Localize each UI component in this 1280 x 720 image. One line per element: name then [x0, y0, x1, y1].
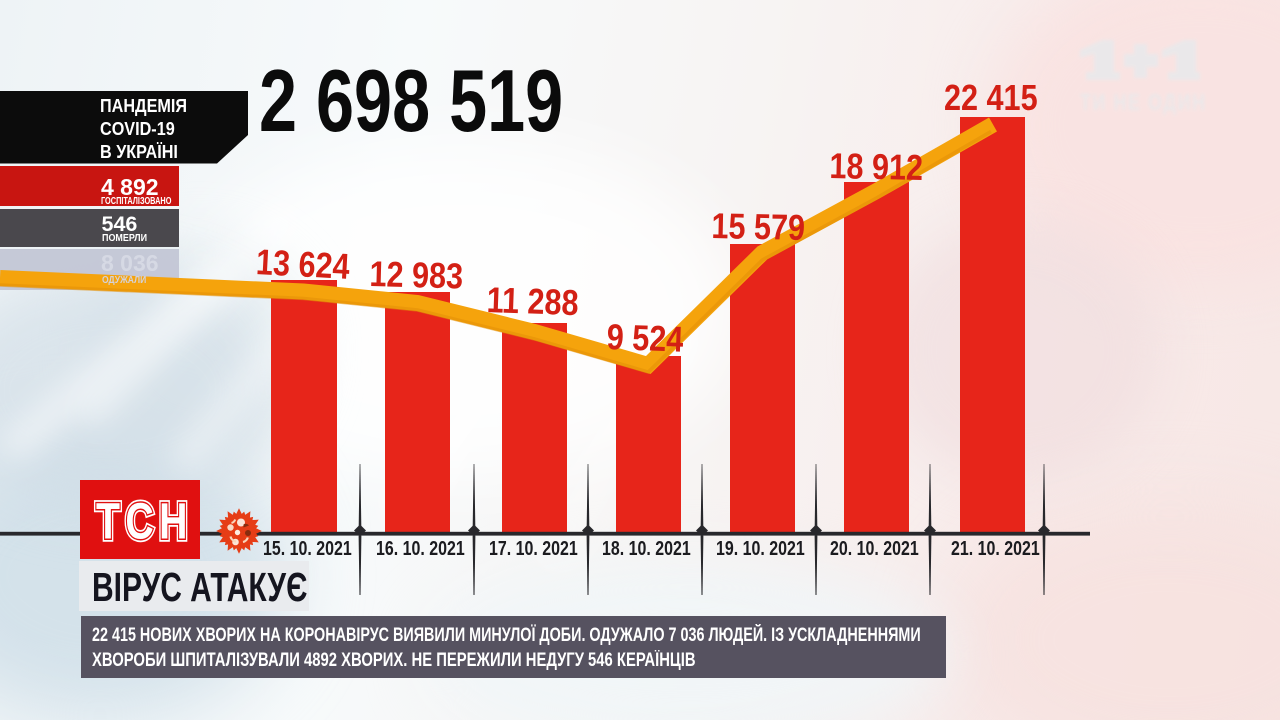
- svg-text:ТСН: ТСН: [96, 493, 193, 550]
- svg-text:ТИ НЕ ОДИН: ТИ НЕ ОДИН: [1080, 90, 1207, 116]
- svg-text:ТСН: ТСН: [96, 493, 193, 550]
- svg-text:ТСН: ТСН: [96, 493, 193, 550]
